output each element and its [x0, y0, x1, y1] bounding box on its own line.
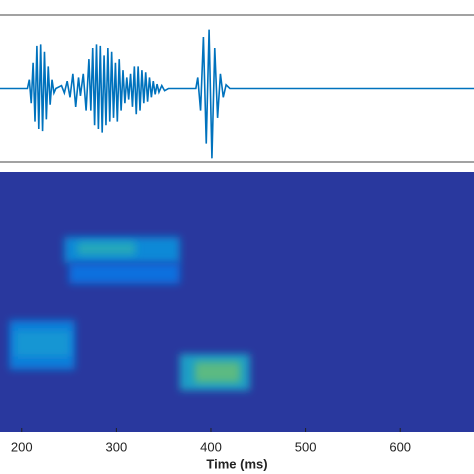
heatmap-background — [0, 172, 474, 432]
heatmap-cell — [77, 242, 136, 256]
heatmap-cell — [15, 330, 71, 357]
x-tick-label: 500 — [295, 439, 317, 454]
spectrogram — [0, 172, 474, 432]
x-tick-label: 400 — [200, 439, 222, 454]
x-axis-label: Time (ms) — [206, 456, 267, 471]
x-tick-label: 200 — [11, 439, 33, 454]
x-tick-label: 300 — [106, 439, 128, 454]
heatmap-cell — [69, 263, 180, 284]
x-tick-label: 600 — [389, 439, 411, 454]
heatmap-cell — [194, 361, 241, 383]
waveform — [0, 29, 474, 159]
